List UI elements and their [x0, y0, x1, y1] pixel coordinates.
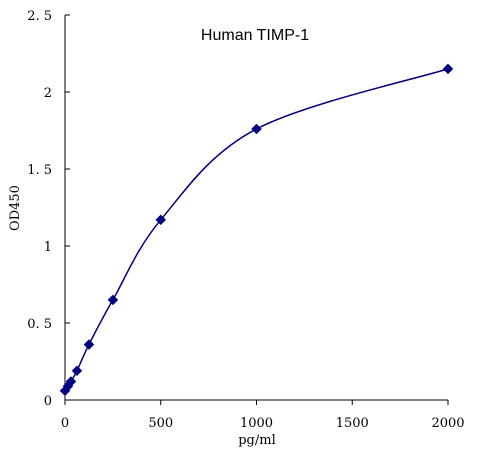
x-tick-label: 1000	[240, 416, 273, 431]
data-point-diamond	[71, 365, 83, 377]
y-tick-label: 2	[44, 86, 52, 101]
series-markers	[59, 63, 454, 397]
x-axis-label: pg/ml	[238, 433, 276, 448]
data-point-diamond	[83, 339, 95, 350]
x-tick-label: 2000	[431, 416, 464, 431]
x-tick-label: 1500	[336, 416, 369, 431]
data-point-diamond	[155, 214, 167, 226]
x-tick-label: 0	[61, 416, 69, 431]
y-axis-label: OD450	[8, 185, 23, 231]
data-point-diamond	[107, 294, 119, 306]
chart-title: Human TIMP-1	[201, 27, 309, 44]
data-point-diamond	[251, 123, 262, 135]
y-tick-label: 0. 5	[27, 317, 52, 332]
y-axis-ticks: 0 0. 5 1 1. 5 2 2. 5	[27, 9, 70, 409]
y-tick-label: 0	[44, 394, 52, 409]
data-point-diamond	[65, 376, 77, 387]
x-tick-label: 500	[148, 416, 173, 431]
y-tick-label: 1	[44, 240, 52, 255]
y-tick-label: 1. 5	[27, 163, 52, 178]
y-tick-label: 2. 5	[27, 9, 52, 24]
x-axis-ticks: 0 500 1000 1500 2000	[61, 400, 465, 431]
data-point-diamond	[442, 63, 454, 75]
series-curve	[64, 68, 449, 392]
